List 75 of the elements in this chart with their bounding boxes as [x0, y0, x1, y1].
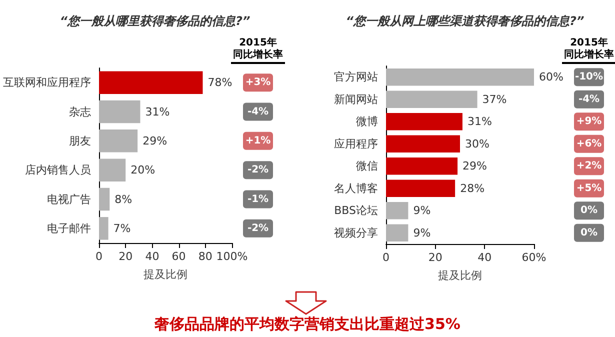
- chart-title: “您一般从网上哪些渠道获得奢侈品的信息?”: [346, 14, 584, 28]
- x-tick-label: 20: [428, 251, 442, 264]
- x-axis-title: 提及比例: [438, 269, 482, 282]
- y-tick-label: 电视广告: [47, 192, 91, 206]
- text: -4%: [578, 94, 600, 105]
- y-tick-label: 应用程序: [334, 137, 378, 150]
- y-tick-label: 朋友: [69, 134, 91, 148]
- x-tick-label: 20: [118, 250, 133, 263]
- data-label: 31%: [467, 115, 492, 128]
- text: 0%: [580, 205, 598, 216]
- bar: [386, 112, 462, 130]
- data-label: 37%: [482, 92, 507, 106]
- y-tick-label: 官方网站: [334, 70, 378, 84]
- text: +1%: [245, 135, 271, 146]
- data-label: 30%: [465, 137, 490, 150]
- y-tick-label: 微信: [356, 160, 378, 173]
- bar: [386, 68, 534, 86]
- text: +3%: [245, 77, 271, 88]
- bar: [99, 71, 203, 94]
- text: -4%: [247, 106, 269, 118]
- x-tick-label: 0: [96, 250, 102, 263]
- text: +6%: [576, 138, 602, 150]
- text: 2015年: [239, 36, 277, 48]
- y-tick-label: 名人博客: [334, 182, 378, 195]
- bar: [99, 100, 140, 124]
- y-tick-label: 新闻网站: [334, 92, 378, 106]
- text: +9%: [576, 116, 602, 128]
- data-label: 7%: [113, 222, 131, 235]
- data-label: 8%: [114, 192, 132, 206]
- text: 0%: [580, 227, 598, 238]
- x-tick-label: 80: [198, 250, 212, 263]
- y-tick-label: BBS论坛: [334, 204, 378, 218]
- x-tick-label: 60: [172, 250, 186, 263]
- bar: [99, 188, 110, 211]
- x-tick-label: 40: [478, 251, 492, 264]
- y-tick-label: 电子邮件: [47, 222, 91, 235]
- text: 2015年: [570, 36, 608, 48]
- data-label: 29%: [462, 160, 487, 173]
- bar: [99, 217, 108, 240]
- text: -2%: [247, 222, 269, 234]
- text: -10%: [574, 72, 604, 83]
- data-label: 78%: [208, 76, 232, 90]
- x-tick-label: 100%: [216, 250, 248, 263]
- bar: [386, 157, 458, 175]
- bar: [99, 158, 126, 182]
- data-label: 31%: [145, 105, 170, 118]
- data-label: 29%: [142, 134, 168, 148]
- data-label: 9%: [413, 204, 431, 218]
- text: 奢侈品品牌的平均数字营销支出比重超过35%: [154, 315, 462, 334]
- y-tick-label: 微博: [356, 115, 378, 128]
- y-tick-label: 互联网和应用程序: [3, 76, 91, 90]
- data-label: 60%: [539, 70, 564, 84]
- x-tick-label: 60%: [522, 251, 546, 264]
- data-label: 20%: [130, 164, 156, 177]
- bar: [386, 135, 460, 153]
- y-tick-label: 店内销售人员: [25, 164, 91, 177]
- data-label: 9%: [413, 226, 431, 240]
- x-axis-title: 提及比例: [144, 268, 188, 281]
- text: 同比增长率: [233, 48, 283, 60]
- text: -2%: [247, 164, 269, 176]
- y-tick-label: 视频分享: [334, 226, 378, 240]
- bar: [386, 180, 456, 198]
- data-label: 28%: [460, 182, 485, 195]
- bar: [99, 130, 138, 152]
- y-tick-label: 杂志: [69, 105, 91, 118]
- text: 同比增长率: [564, 48, 614, 60]
- text: +2%: [576, 160, 602, 172]
- text: +5%: [576, 182, 602, 194]
- chart-title: “您一般从哪里获得奢侈品的信息?”: [60, 14, 250, 28]
- bar: [386, 202, 408, 220]
- bar: [386, 224, 408, 242]
- x-tick-label: 0: [382, 251, 390, 264]
- bar: [386, 90, 478, 108]
- x-tick-label: 40: [145, 250, 160, 263]
- text: -1%: [247, 194, 269, 205]
